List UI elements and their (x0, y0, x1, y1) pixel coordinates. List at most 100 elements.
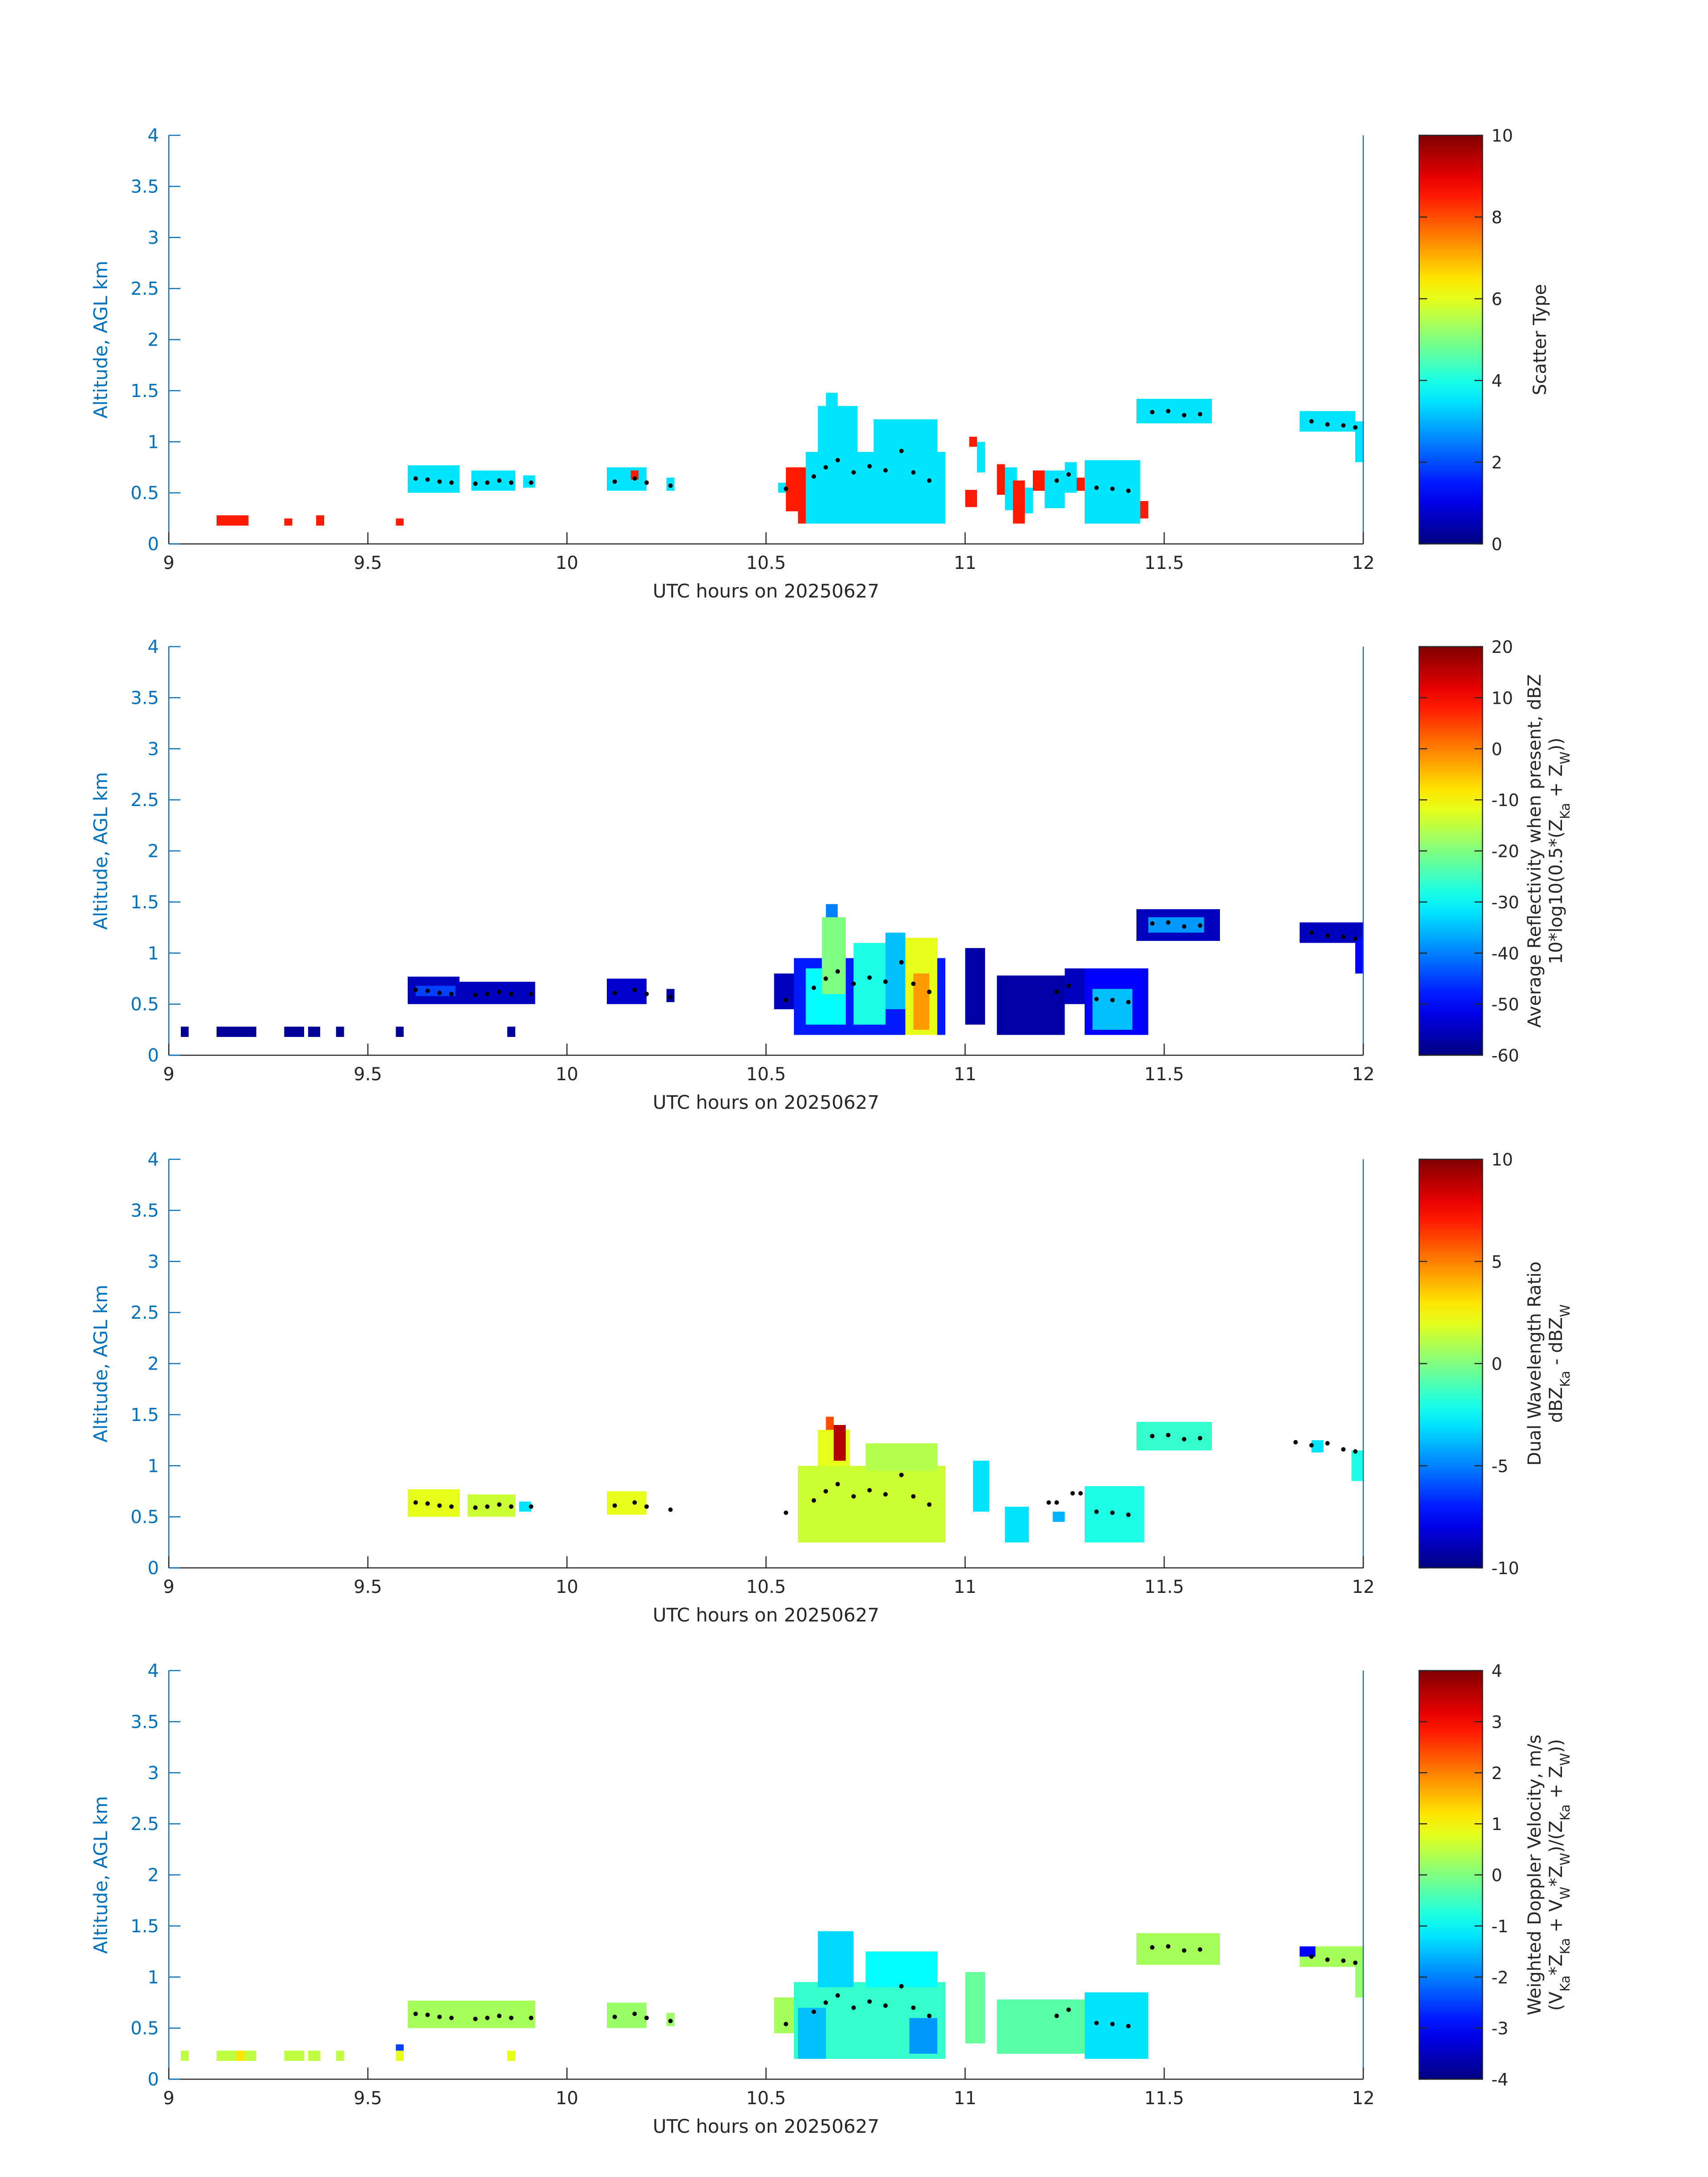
cloud-base-marker (1325, 1441, 1330, 1446)
heatmap-cell (873, 419, 937, 452)
y-tick-label: 3.5 (130, 688, 159, 708)
x-axis-label: UTC hours on 20250627 (653, 1091, 880, 1113)
cloud-base-marker (644, 991, 649, 996)
x-tick-label: 9 (163, 1577, 174, 1597)
cloud-base-marker (1198, 923, 1203, 928)
colorbar-tick-label: 10 (1491, 688, 1513, 708)
colorbar-tick-label: 0 (1491, 535, 1502, 554)
cloud-base-marker (899, 1984, 904, 1989)
heatmap-cells (217, 393, 1363, 526)
colorbar-gradient (1418, 1670, 1483, 2080)
cloud-base-marker (811, 986, 816, 990)
heatmap-cell (973, 1460, 989, 1512)
heatmap-cell (308, 1026, 320, 1037)
heatmap-cell (806, 452, 945, 524)
colorbar-tick-label: 3 (1491, 1712, 1502, 1732)
cloud-base-marker (851, 470, 856, 475)
colorbar-tick-label: -10 (1491, 790, 1519, 810)
cloud-base-marker (1150, 1945, 1155, 1950)
cloud-base-marker (927, 990, 932, 994)
cloud-base-marker (1066, 472, 1071, 477)
cloud-base-marker (911, 470, 916, 475)
x-tick-label: 10.5 (746, 1577, 786, 1597)
x-tick-label: 12 (1352, 2088, 1375, 2109)
cloud-base-marker (437, 990, 442, 995)
cloud-base-marker (509, 480, 514, 485)
cloud-base-marker (1182, 924, 1186, 929)
heatmap-cell (1092, 989, 1132, 1030)
y-tick-label: 2 (148, 1865, 159, 1886)
heatmap-cell (396, 518, 404, 526)
y-tick-label: 2.5 (130, 790, 159, 811)
colorbar-tick-label: 20 (1491, 637, 1513, 657)
y-tick-label: 4 (148, 125, 159, 146)
cloud-base-marker (835, 969, 840, 974)
colorbar-tick-label: -10 (1491, 1559, 1519, 1578)
y-tick-label: 3 (148, 1252, 159, 1272)
heatmap-cell (1136, 399, 1212, 424)
colorbar-tick-label: -60 (1491, 1046, 1519, 1066)
cloud-base-marker (1046, 1500, 1051, 1505)
cloud-base-marker (823, 465, 828, 470)
x-tick-label: 10 (555, 553, 578, 573)
colorbar-tick-label: 5 (1491, 1252, 1502, 1272)
heatmap-cell (308, 2050, 320, 2061)
heatmap-cell (606, 467, 647, 491)
cloud-base-marker (1078, 1491, 1083, 1496)
cloud-base-marker (784, 486, 789, 491)
cloud-base-marker (851, 981, 856, 986)
y-tick-label: 4 (148, 637, 159, 657)
cloud-base-marker (811, 2010, 816, 2014)
heatmap-cell (965, 1972, 985, 2043)
cloud-base-marker (1054, 2014, 1059, 2018)
cloud-base-marker (632, 476, 637, 481)
cloud-base-marker (668, 2018, 673, 2023)
y-tick-label: 0.5 (130, 2018, 159, 2039)
heatmap-cell (180, 2050, 189, 2061)
cloud-base-marker (911, 2005, 916, 2010)
colorbar-tick-label: -4 (1491, 2070, 1508, 2089)
heatmap-cell (1355, 937, 1363, 974)
y-tick-label: 1 (148, 1456, 159, 1476)
cloud-base-marker (612, 1503, 617, 1508)
cloud-base-marker (1094, 485, 1099, 490)
cloud-base-markers (413, 409, 1358, 493)
colorbar-reflectivity: -60 -50 -40 -30 -20 -10 0 10 20 Average Reflectiv… (1418, 637, 1573, 1066)
y-tick-label: 3 (148, 228, 159, 248)
cloud-base-marker (449, 1504, 454, 1509)
heatmap-cell (778, 482, 786, 493)
x-tick-label: 11 (954, 2088, 977, 2109)
heatmap-cell (1077, 477, 1085, 491)
heatmap-cell (507, 1026, 515, 1037)
y-tick-label: 0 (148, 1045, 159, 1066)
cloud-base-marker (473, 481, 478, 486)
cloud-base-marker (473, 993, 478, 998)
y-tick-label: 1.5 (130, 381, 159, 401)
heatmap-cell (217, 1026, 257, 1037)
cloud-base-marker (644, 480, 649, 485)
cloud-base-marker (1126, 489, 1131, 493)
x-tick-label: 11 (954, 1577, 977, 1597)
x-tick-label: 9 (163, 1064, 174, 1085)
y-tick-label: 0 (148, 2069, 159, 2090)
heatmap-cell (977, 442, 985, 472)
cloud-base-marker (851, 1494, 856, 1499)
heatmap-cells (180, 1931, 1363, 2061)
y-axis-label: Altitude, AGL km (90, 1796, 112, 1954)
x-tick-label: 11.5 (1144, 1577, 1184, 1597)
cloud-base-marker (1293, 1440, 1298, 1445)
cloud-base-marker (927, 2014, 932, 2018)
cloud-base-marker (811, 474, 816, 479)
x-tick-label: 9.5 (354, 553, 382, 573)
cloud-base-marker (1110, 998, 1115, 1003)
cloud-base-marker (1166, 1944, 1171, 1949)
heatmap-cell (606, 2002, 647, 2028)
heatmap-cell (284, 518, 292, 526)
x-tick-label: 10 (555, 1064, 578, 1085)
cloud-base-marker (1353, 1960, 1358, 1965)
x-axis-label: UTC hours on 20250627 (653, 1604, 880, 1626)
y-tick-label: 0 (148, 1558, 159, 1579)
heatmap-cell (396, 2050, 404, 2061)
